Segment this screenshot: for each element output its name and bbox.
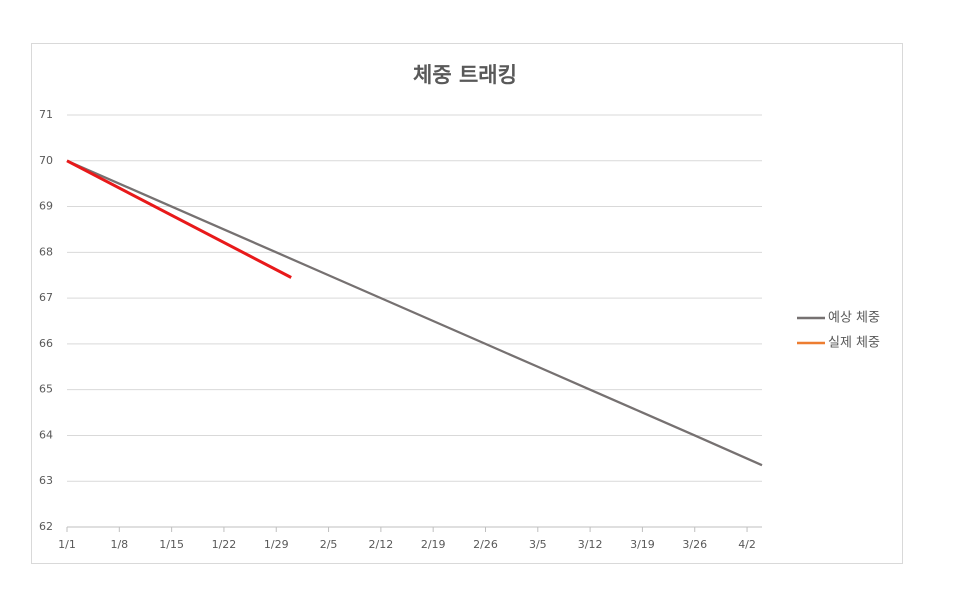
x-tick-label: 2/19 (421, 538, 446, 551)
x-tick-label: 1/1 (58, 538, 76, 551)
y-tick-label: 63 (39, 474, 53, 487)
x-tick-label: 2/26 (473, 538, 498, 551)
y-tick-label: 65 (39, 383, 53, 396)
y-tick-label: 69 (39, 200, 53, 213)
x-tick-label: 2/5 (320, 538, 338, 551)
x-tick-label: 2/12 (369, 538, 394, 551)
y-tick-label: 71 (39, 108, 53, 121)
x-tick-label: 3/26 (682, 538, 707, 551)
y-tick-label: 62 (39, 520, 53, 533)
series-line (66, 159, 763, 467)
legend-label: 예상 체중 (828, 311, 880, 326)
series-line (66, 159, 292, 279)
x-tick-label: 1/22 (212, 538, 237, 551)
chart-frame (31, 43, 903, 564)
x-tick-label: 1/29 (264, 538, 289, 551)
y-tick-label: 64 (39, 428, 53, 441)
x-tick-label: 3/19 (630, 538, 655, 551)
y-tick-label: 66 (39, 337, 53, 350)
x-tick-label: 1/15 (159, 538, 184, 551)
y-tick-label: 70 (39, 154, 53, 167)
legend-label: 실제 체중 (828, 336, 880, 351)
x-tick-label: 3/12 (578, 538, 603, 551)
x-tick-label: 1/8 (110, 538, 128, 551)
y-tick-label: 68 (39, 245, 53, 258)
x-tick-label: 3/5 (529, 538, 547, 551)
x-tick-label: 4/2 (738, 538, 756, 551)
y-tick-label: 67 (39, 291, 53, 304)
chart-title: 체중 트래킹 (413, 63, 517, 87)
